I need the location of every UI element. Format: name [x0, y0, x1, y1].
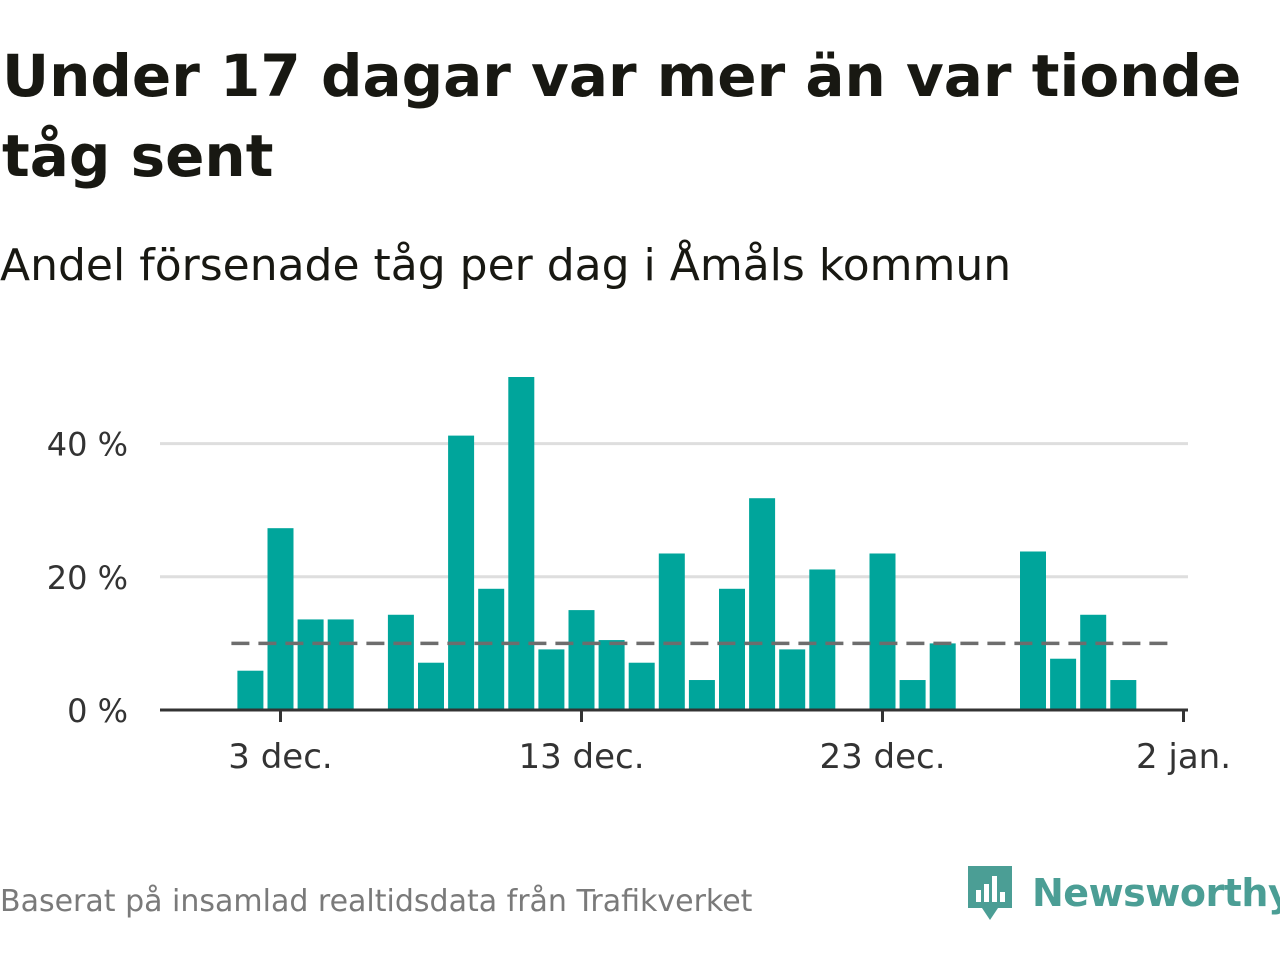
x-tick-label: 2 jan. — [1136, 737, 1231, 777]
bar — [237, 670, 264, 710]
chart-title: Under 17 dagar var mer än var tionde tåg… — [2, 42, 1242, 190]
chart-subtitle: Andel försenade tåg per dag i Åmåls komm… — [0, 240, 1012, 291]
bar — [538, 649, 565, 710]
bar — [809, 569, 836, 710]
bar — [448, 435, 475, 710]
brand-logo: Newsworthy — [964, 862, 1280, 924]
bar — [598, 640, 625, 710]
bar — [779, 649, 806, 710]
bar — [1080, 614, 1107, 710]
bar — [418, 662, 444, 710]
bar — [478, 588, 505, 710]
y-tick-label: 40 % — [47, 426, 128, 464]
bar — [929, 643, 956, 710]
bar — [749, 498, 776, 710]
brand-name: Newsworthy — [1032, 871, 1280, 915]
bar — [568, 610, 595, 710]
bar — [1020, 551, 1046, 710]
bar — [508, 377, 535, 710]
y-tick-label: 0 % — [67, 692, 128, 730]
bar — [1110, 680, 1137, 710]
x-tick-label: 23 dec. — [819, 737, 945, 777]
bar — [267, 528, 294, 710]
bar — [658, 553, 685, 710]
x-tick-label: 3 dec. — [228, 737, 332, 777]
bar — [297, 619, 324, 710]
bar — [899, 680, 926, 710]
bar — [1050, 658, 1077, 710]
bar — [628, 662, 655, 710]
bar — [869, 553, 896, 710]
newsworthy-logo-icon — [968, 866, 1012, 920]
y-tick-label: 20 % — [47, 559, 128, 597]
bar — [688, 680, 715, 710]
bar — [387, 614, 414, 710]
bar — [327, 619, 354, 710]
x-tick-label: 13 dec. — [518, 737, 644, 777]
source-note: Baserat på insamlad realtidsdata från Tr… — [0, 884, 753, 919]
bar — [719, 588, 745, 710]
bar-chart: 0 % 20 % 40 % 3 dec. 13 dec. 23 dec. 2 jan. — [47, 377, 1231, 777]
